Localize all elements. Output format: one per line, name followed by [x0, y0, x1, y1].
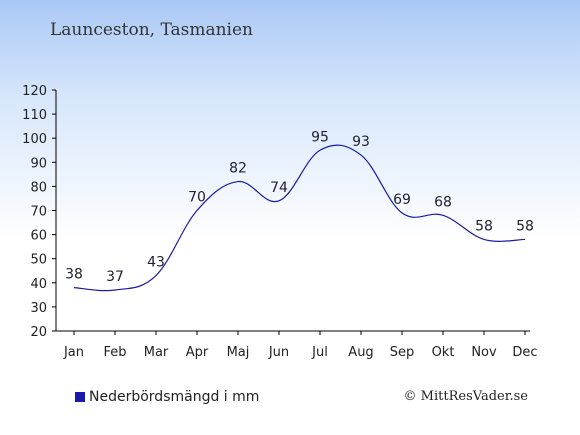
- x-tick-label: Feb: [103, 345, 126, 360]
- data-label: 58: [475, 218, 493, 234]
- x-tick-label: Okt: [432, 345, 455, 360]
- y-tick-label: 20: [30, 325, 47, 340]
- data-label: 93: [352, 134, 370, 150]
- x-tick-label: Jul: [311, 345, 328, 360]
- y-tick-label: 50: [30, 253, 47, 268]
- precipitation-line: [73, 144, 526, 292]
- x-tick-label: Nov: [471, 345, 497, 360]
- data-label: 74: [270, 180, 288, 196]
- data-label: 37: [106, 269, 124, 285]
- x-tick-label: Jun: [268, 345, 289, 360]
- y-tick-label: 60: [30, 229, 47, 244]
- y-tick-label: 120: [22, 84, 47, 99]
- y-tick-label: 100: [22, 132, 47, 147]
- data-label: 95: [311, 129, 329, 145]
- data-label: 38: [65, 267, 83, 283]
- data-label: 43: [147, 255, 165, 271]
- credit-text: © MittResVader.se: [403, 389, 528, 404]
- x-tick-label: Mar: [144, 345, 169, 360]
- x-tick-label: Jan: [63, 345, 84, 360]
- y-tick-label: 30: [30, 301, 47, 316]
- data-label: 58: [516, 218, 534, 234]
- legend-label: Nederbördsmängd i mm: [89, 389, 260, 405]
- legend: Nederbördsmängd i mm: [75, 389, 259, 405]
- y-tick-label: 90: [30, 156, 47, 171]
- x-tick-label: Apr: [186, 345, 209, 360]
- y-tick-label: 80: [30, 180, 47, 195]
- x-tick-label: Maj: [227, 345, 250, 360]
- x-tick-label: Aug: [348, 345, 373, 360]
- x-tick-label: Sep: [390, 345, 415, 360]
- legend-swatch: [75, 392, 85, 402]
- data-label: 69: [393, 192, 411, 208]
- y-tick-label: 70: [30, 205, 47, 220]
- y-tick-label: 110: [22, 108, 47, 123]
- data-label: 82: [229, 161, 247, 177]
- data-label: 68: [434, 194, 452, 210]
- data-label: 70: [188, 190, 206, 206]
- chart-title: Launceston, Tasmanien: [50, 20, 253, 40]
- x-tick-label: Dec: [512, 345, 537, 360]
- y-tick-label: 40: [30, 277, 47, 292]
